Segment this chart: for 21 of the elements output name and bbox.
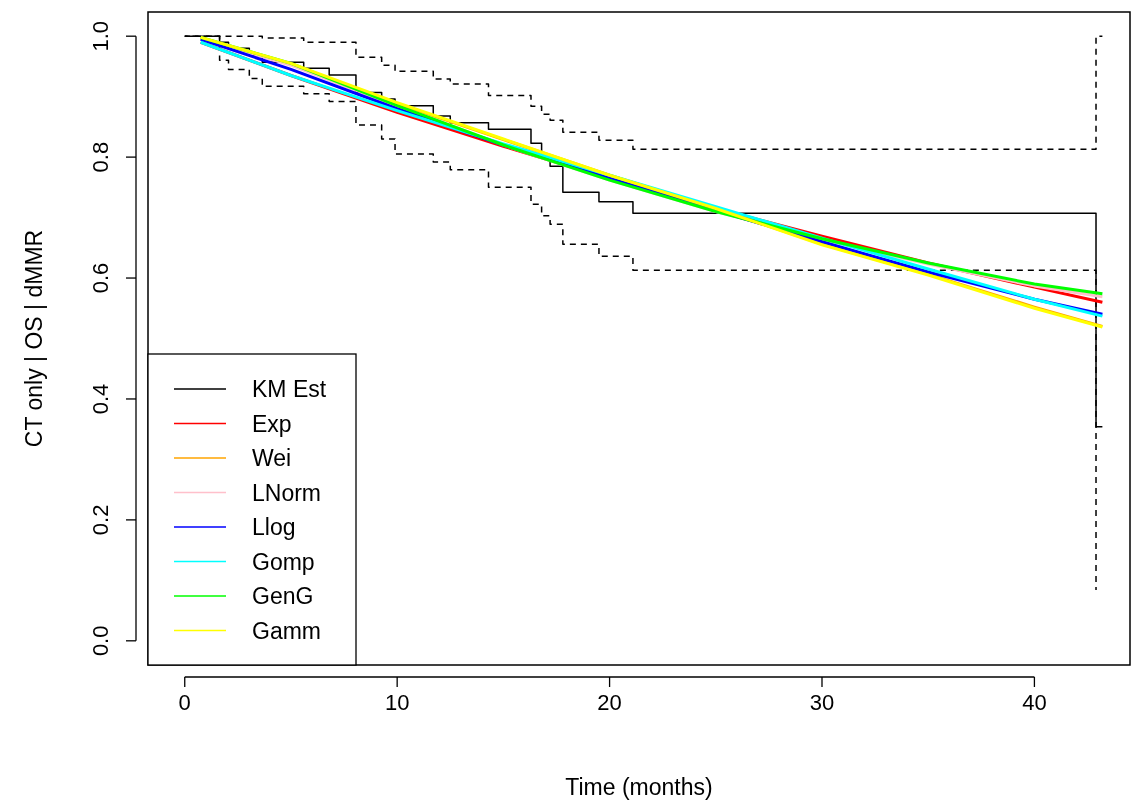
x-tick-label: 30 — [809, 690, 835, 715]
legend-label: Wei — [252, 445, 292, 471]
legend-label: Llog — [252, 514, 296, 540]
legend-label: LNorm — [252, 479, 322, 506]
x-tick-label: 10 — [384, 690, 410, 715]
legend-label: Exp — [252, 410, 292, 437]
y-tick-label: 0.6 — [88, 262, 113, 294]
x-tick-label: 20 — [597, 690, 622, 715]
legend-label: GenG — [252, 583, 314, 609]
legend-label: Gamm — [252, 617, 321, 644]
y-tick-label: 1.0 — [88, 20, 113, 52]
y-axis-title: CT only | OS | dMMR — [21, 229, 47, 448]
x-tick-label: 0 — [178, 690, 191, 715]
y-tick-label: 0.0 — [88, 625, 113, 657]
legend-label: KM Est — [252, 376, 327, 402]
y-tick-label: 0.2 — [88, 504, 113, 536]
x-axis-title: Time (months) — [565, 774, 713, 800]
legend-label: Gomp — [252, 548, 315, 575]
x-tick-label: 40 — [1022, 690, 1047, 715]
y-tick-label: 0.4 — [88, 383, 113, 415]
y-tick-label: 0.8 — [88, 141, 113, 173]
